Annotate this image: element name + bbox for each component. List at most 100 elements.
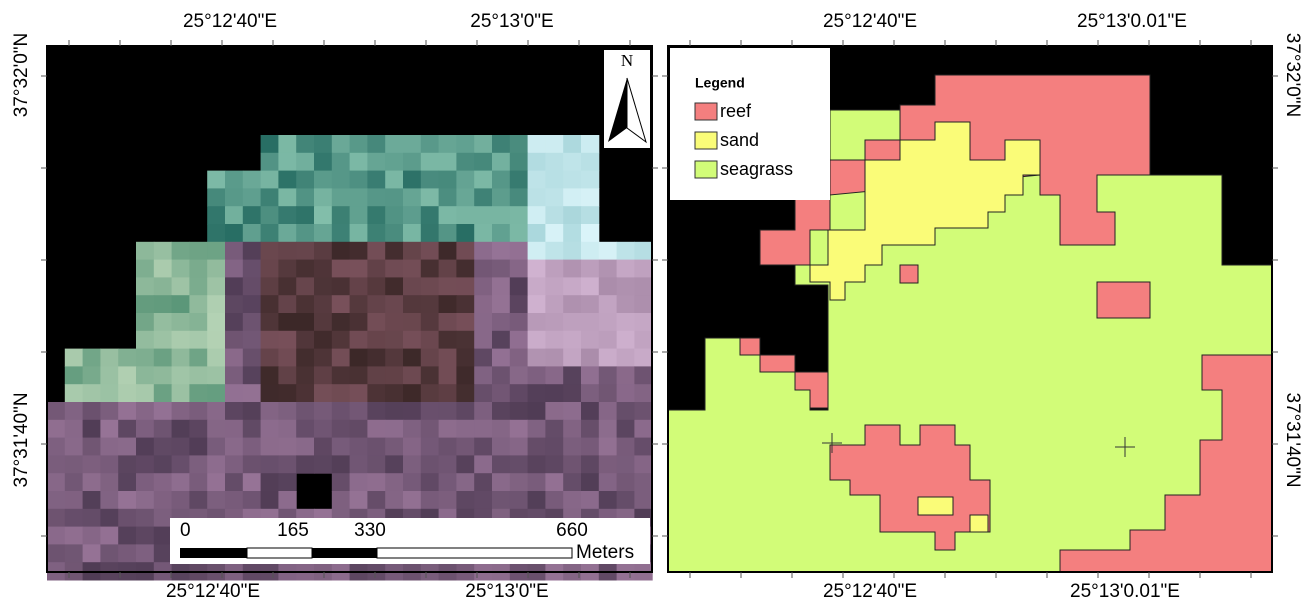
image-pixel	[207, 188, 225, 206]
image-pixel	[528, 188, 546, 206]
image-pixel	[456, 206, 474, 224]
image-pixel	[474, 224, 492, 242]
image-pixel	[118, 438, 136, 456]
top-coord-label: 25°13'0.01"E	[1077, 11, 1187, 32]
image-pixel	[456, 260, 474, 278]
image-pixel	[510, 295, 528, 313]
image-pixel	[314, 242, 332, 260]
image-pixel	[492, 206, 510, 224]
image-pixel	[385, 242, 403, 260]
image-pixel	[332, 242, 350, 260]
image-pixel	[278, 171, 296, 189]
image-pixel	[510, 277, 528, 295]
image-pixel	[207, 491, 225, 509]
image-pixel	[510, 188, 528, 206]
image-pixel	[385, 349, 403, 367]
image-pixel	[634, 260, 652, 278]
image-pixel	[136, 402, 154, 420]
image-pixel	[278, 242, 296, 260]
image-pixel	[581, 188, 599, 206]
image-pixel	[403, 402, 421, 420]
image-pixel	[581, 420, 599, 438]
image-pixel	[207, 242, 225, 260]
image-pixel	[83, 455, 101, 473]
image-pixel	[510, 331, 528, 349]
scale-segment	[377, 548, 572, 558]
scale-label: 660	[556, 520, 588, 541]
image-pixel	[439, 402, 457, 420]
image-pixel	[528, 384, 546, 402]
image-pixel	[617, 438, 635, 456]
image-pixel	[261, 402, 279, 420]
image-pixel	[528, 171, 546, 189]
image-pixel	[474, 313, 492, 331]
image-pixel	[367, 331, 385, 349]
image-pixel	[367, 206, 385, 224]
top-coord-label: 25°13'0"E	[470, 11, 553, 32]
image-pixel	[154, 473, 172, 491]
image-pixel	[314, 455, 332, 473]
image-pixel	[474, 420, 492, 438]
image-pixel	[528, 224, 546, 242]
image-pixel	[599, 366, 617, 384]
image-pixel	[261, 473, 279, 491]
image-pixel	[545, 206, 563, 224]
image-pixel	[278, 420, 296, 438]
image-pixel	[510, 491, 528, 509]
image-pixel	[474, 384, 492, 402]
image-pixel	[617, 277, 635, 295]
image-pixel	[100, 402, 118, 420]
left-map: N 0 165 330 660 Meters 25°12'40"E 25°13'…	[11, 11, 653, 602]
image-pixel	[474, 295, 492, 313]
image-pixel	[296, 171, 314, 189]
image-pixel	[172, 349, 190, 367]
image-pixel	[528, 135, 546, 153]
image-pixel	[296, 349, 314, 367]
image-pixel	[261, 295, 279, 313]
side-coord-label: 37°32'0"N	[11, 33, 32, 118]
image-pixel	[332, 473, 350, 491]
image-pixel	[474, 188, 492, 206]
image-pixel	[421, 455, 439, 473]
image-pixel	[172, 242, 190, 260]
image-pixel	[510, 455, 528, 473]
image-pixel	[207, 277, 225, 295]
image-pixel	[296, 366, 314, 384]
image-pixel	[599, 277, 617, 295]
image-pixel	[118, 544, 136, 562]
image-pixel	[367, 188, 385, 206]
image-pixel	[136, 277, 154, 295]
right-map: Legend reefsandseagrass 25°12'40"E 25°13…	[668, 11, 1303, 602]
image-pixel	[296, 153, 314, 171]
image-pixel	[65, 509, 83, 527]
image-pixel	[403, 171, 421, 189]
image-pixel	[332, 331, 350, 349]
image-pixel	[154, 544, 172, 562]
image-pixel	[439, 313, 457, 331]
image-pixel	[189, 420, 207, 438]
image-pixel	[581, 438, 599, 456]
image-pixel	[545, 491, 563, 509]
image-pixel	[385, 366, 403, 384]
image-pixel	[65, 455, 83, 473]
side-coord-label: 37°31'40"N	[11, 392, 32, 487]
image-pixel	[136, 242, 154, 260]
image-pixel	[154, 260, 172, 278]
image-pixel	[172, 260, 190, 278]
image-pixel	[83, 366, 101, 384]
sand-area	[918, 497, 953, 515]
image-pixel	[367, 135, 385, 153]
image-pixel	[100, 366, 118, 384]
image-pixel	[278, 153, 296, 171]
image-pixel	[385, 188, 403, 206]
image-pixel	[510, 171, 528, 189]
image-pixel	[314, 402, 332, 420]
image-pixel	[617, 331, 635, 349]
image-pixel	[528, 206, 546, 224]
image-pixel	[367, 153, 385, 171]
image-pixel	[385, 473, 403, 491]
image-pixel	[350, 473, 368, 491]
image-pixel	[100, 473, 118, 491]
image-pixel	[278, 438, 296, 456]
image-pixel	[474, 455, 492, 473]
